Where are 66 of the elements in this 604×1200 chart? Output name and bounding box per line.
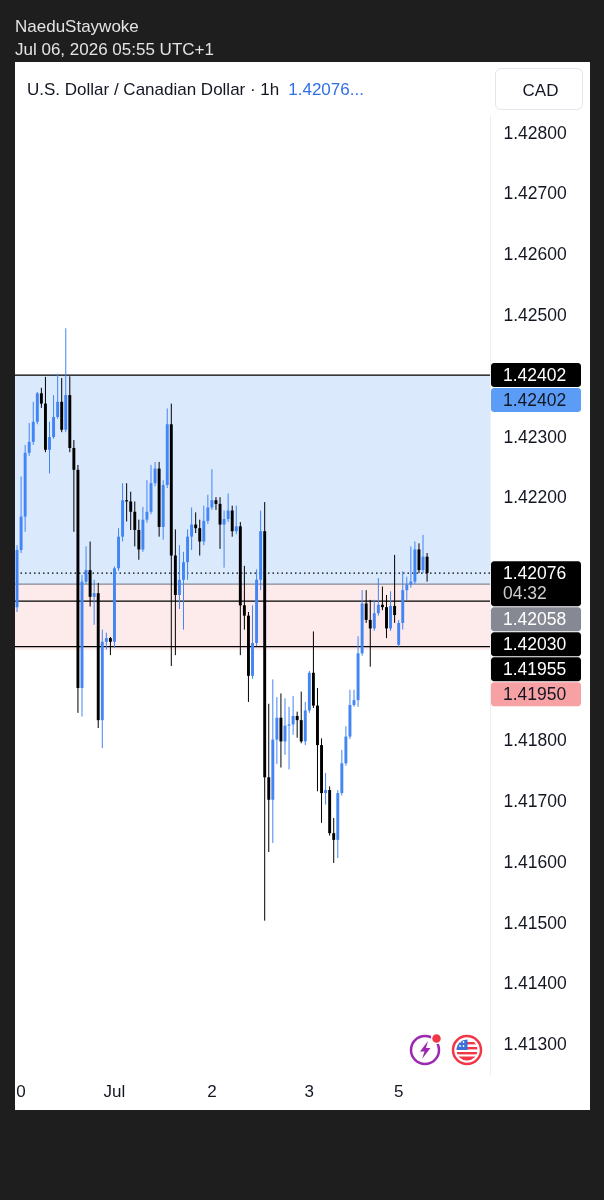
candlestick [234, 505, 238, 535]
candlestick [291, 695, 295, 736]
candlestick [177, 544, 181, 610]
candlestick [222, 510, 226, 569]
candlestick [389, 590, 393, 632]
candlestick [409, 545, 413, 589]
x-tick-label: 0 [16, 1081, 26, 1101]
candlestick [133, 500, 137, 547]
candlestick [295, 711, 299, 739]
y-tick-label: 1.42500 [503, 305, 568, 326]
y-tick-label: 1.41500 [503, 912, 568, 933]
band-label: 1.42402 [503, 389, 567, 410]
candlestick [198, 519, 202, 557]
candlestick [230, 505, 234, 538]
candlestick [84, 545, 88, 585]
y-tick-label: 1.42700 [503, 183, 568, 204]
y-tick-label: 1.42300 [503, 426, 568, 447]
text: NaeduStaywoke [15, 17, 139, 37]
y-tick-label: 1.41800 [503, 730, 568, 751]
candlestick [52, 394, 56, 440]
y-tick-label: 1.42200 [503, 487, 568, 508]
x-tick-label: Jul [103, 1081, 126, 1101]
candlestick [267, 703, 271, 853]
candlestick [299, 691, 303, 744]
candlestick [202, 505, 206, 546]
ref-line-label: 1.42058 [503, 608, 567, 629]
y-tick-label: 1.41600 [503, 851, 568, 872]
ref-line-label: 1.42076 [503, 562, 567, 583]
candlestick [376, 577, 380, 617]
x-tick-label: 3 [304, 1081, 315, 1101]
y-tick-label: 1.41300 [503, 1034, 568, 1055]
candlestick [27, 422, 31, 457]
candlestick [137, 519, 141, 561]
candlestick [48, 421, 51, 474]
candlestick [92, 579, 96, 626]
ref-line-label: 1.42030 [503, 633, 567, 654]
chart-title: U.S. Dollar / Canadian Dollar · 1h [27, 80, 280, 99]
candlestick [324, 772, 328, 806]
ref-line-label: 1.41955 [503, 658, 567, 679]
candlestick [226, 493, 230, 523]
candlestick [153, 461, 157, 487]
candlestick [39, 387, 43, 409]
candlestick [397, 619, 401, 648]
y-axis-title: CAD [522, 80, 559, 100]
x-tick-label: 2 [207, 1081, 217, 1101]
text: 1.42076... [288, 80, 364, 99]
band-label: 1.41950 [503, 683, 567, 704]
candlestick [332, 817, 336, 864]
candlestick [190, 507, 194, 551]
x-tick-label: 5 [393, 1081, 404, 1101]
y-tick-label: 1.41700 [503, 791, 568, 812]
y-tick-label: 1.41400 [503, 973, 568, 994]
y-tick-label: 1.42600 [503, 244, 568, 265]
text: Jul 06, 2026 05:55 UTC+1 [15, 40, 214, 60]
candlestick [275, 696, 279, 765]
candlestick [129, 491, 133, 531]
candlestick [405, 576, 409, 601]
candlestick [182, 551, 185, 631]
text: 04:32 [503, 583, 547, 604]
ref-line-label: 1.42402 [503, 364, 567, 385]
candlestick [31, 401, 35, 446]
candlestick [206, 494, 210, 525]
candlestick [279, 692, 283, 769]
candlestick [56, 373, 60, 420]
candlestick [372, 599, 376, 632]
y-tick-label: 1.42800 [503, 122, 568, 143]
